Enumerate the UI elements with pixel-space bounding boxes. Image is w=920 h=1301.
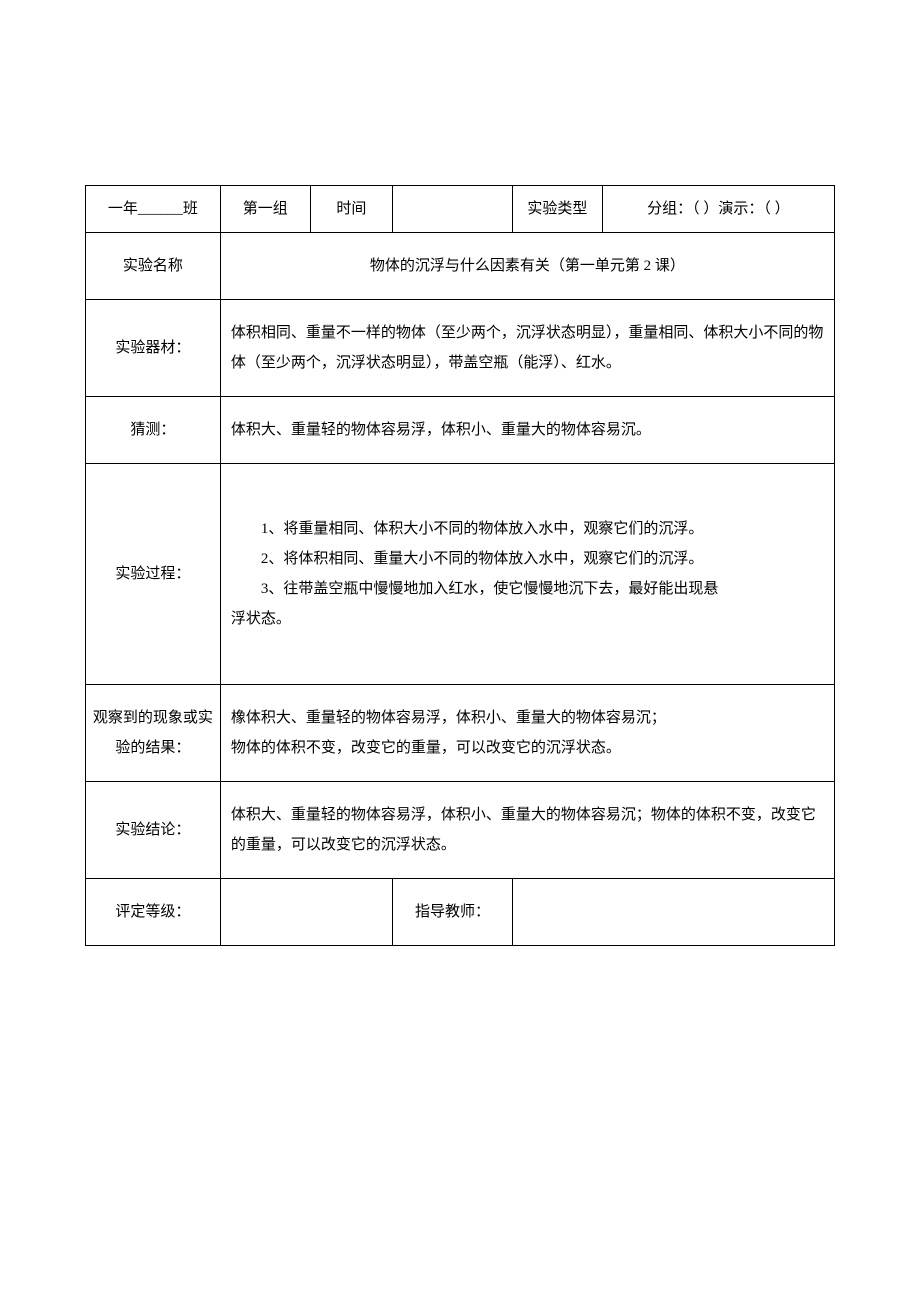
footer-row: 评定等级： 指导教师： — [86, 879, 835, 946]
name-value: 物体的沉浮与什么因素有关（第一单元第 2 课） — [220, 233, 834, 300]
process-row: 实验过程： 1、将重量相同、体积大小不同的物体放入水中，观察它们的沉浮。 2、将… — [86, 464, 835, 685]
observation-label: 观察到的现象或实验的结果： — [86, 685, 221, 782]
equipment-row: 实验器材： 体积相同、重量不一样的物体（至少两个，沉浮状态明显），重量相同、体积… — [86, 300, 835, 397]
experiment-report-table: 一年______班 第一组 时间 实验类型 分组：（ ）演示：（ ） 实验名称 … — [85, 185, 835, 946]
grade-label: 评定等级： — [86, 879, 221, 946]
conclusion-row: 实验结论： 体积大、重量轻的物体容易浮，体积小、重量大的物体容易沉；物体的体积不… — [86, 782, 835, 879]
observation-line-2: 物体的体积不变，改变它的重量，可以改变它的沉浮状态。 — [231, 733, 824, 763]
group-cell: 第一组 — [220, 186, 310, 233]
conclusion-label: 实验结论： — [86, 782, 221, 879]
teacher-value[interactable] — [512, 879, 834, 946]
observation-row: 观察到的现象或实验的结果： 橡体积大、重量轻的物体容易浮，体积小、重量大的物体容… — [86, 685, 835, 782]
conclusion-value: 体积大、重量轻的物体容易浮，体积小、重量大的物体容易沉；物体的体积不变，改变它的… — [220, 782, 834, 879]
teacher-label: 指导教师： — [393, 879, 513, 946]
class-label[interactable]: 一年______班 — [86, 186, 221, 233]
name-label: 实验名称 — [86, 233, 221, 300]
hypothesis-row: 猜测： 体积大、重量轻的物体容易浮，体积小、重量大的物体容易沉。 — [86, 397, 835, 464]
equipment-value: 体积相同、重量不一样的物体（至少两个，沉浮状态明显），重量相同、体积大小不同的物… — [220, 300, 834, 397]
exp-type-label: 实验类型 — [512, 186, 602, 233]
process-line-1: 1、将重量相同、体积大小不同的物体放入水中，观察它们的沉浮。 — [231, 514, 824, 544]
time-value[interactable] — [393, 186, 513, 233]
header-row: 一年______班 第一组 时间 实验类型 分组：（ ）演示：（ ） — [86, 186, 835, 233]
process-line-2: 2、将体积相同、重量大小不同的物体放入水中，观察它们的沉浮。 — [231, 544, 824, 574]
grade-value[interactable] — [220, 879, 392, 946]
hypothesis-value: 体积大、重量轻的物体容易浮，体积小、重量大的物体容易沉。 — [220, 397, 834, 464]
process-line-3b: 浮状态。 — [231, 604, 824, 634]
equipment-label: 实验器材： — [86, 300, 221, 397]
time-label: 时间 — [310, 186, 392, 233]
name-row: 实验名称 物体的沉浮与什么因素有关（第一单元第 2 课） — [86, 233, 835, 300]
process-label: 实验过程： — [86, 464, 221, 685]
hypothesis-label: 猜测： — [86, 397, 221, 464]
observation-value: 橡体积大、重量轻的物体容易浮，体积小、重量大的物体容易沉； 物体的体积不变，改变… — [220, 685, 834, 782]
process-value: 1、将重量相同、体积大小不同的物体放入水中，观察它们的沉浮。 2、将体积相同、重… — [220, 464, 834, 685]
process-line-3a: 3、往带盖空瓶中慢慢地加入红水，使它慢慢地沉下去，最好能出现悬 — [231, 574, 824, 604]
observation-line-1: 橡体积大、重量轻的物体容易浮，体积小、重量大的物体容易沉； — [231, 703, 824, 733]
exp-type-value[interactable]: 分组：（ ）演示：（ ） — [602, 186, 834, 233]
